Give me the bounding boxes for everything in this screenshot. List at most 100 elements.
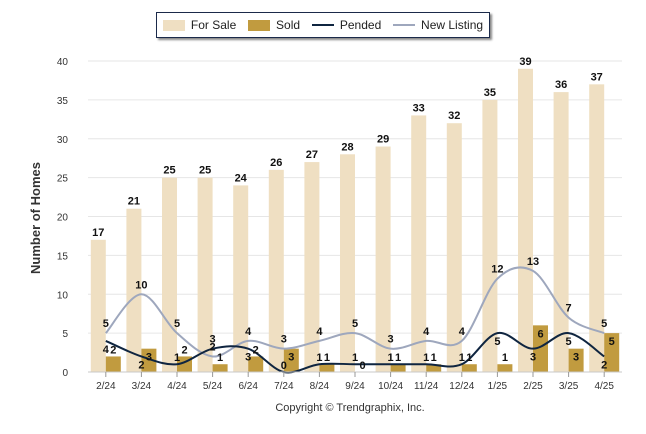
y-tick-label: 30 (57, 135, 69, 146)
y-tick-label: 40 (57, 57, 69, 68)
label-sold: 1 (395, 352, 401, 364)
bar-for-sale (304, 162, 320, 372)
bar-sold (105, 356, 121, 372)
bar-for-sale (268, 169, 284, 372)
label-sold: 3 (288, 352, 294, 364)
label-for-sale: 28 (341, 141, 353, 153)
label-new-listing: 13 (527, 256, 539, 268)
label-new-listing: 12 (491, 264, 503, 276)
bar-sold (568, 348, 584, 372)
x-tick-label: 8/24 (310, 381, 330, 392)
legend-label-pended: Pended (339, 18, 382, 32)
label-for-sale: 32 (448, 110, 460, 122)
bar-sold (533, 325, 548, 372)
label-pended: 2 (601, 359, 607, 371)
label-new-listing: 2 (210, 341, 216, 353)
label-pended: 1 (388, 352, 394, 364)
legend-label-for-sale: For Sale (190, 18, 237, 32)
label-pended: 3 (245, 352, 251, 364)
label-sold: 1 (217, 352, 223, 364)
label-new-listing: 4 (316, 326, 323, 338)
bar-sold (461, 364, 477, 372)
label-sold: 5 (609, 336, 615, 348)
legend-swatch-pended (311, 24, 334, 26)
label-for-sale: 25 (163, 165, 175, 177)
label-pended: 4 (103, 344, 110, 356)
x-tick-label: 10/24 (378, 381, 403, 392)
bar-for-sale (589, 84, 605, 372)
x-tick-label: 12/24 (449, 381, 474, 392)
legend-swatch-sold (248, 19, 271, 31)
label-sold: 0 (359, 360, 365, 372)
bars (90, 68, 620, 373)
x-axis: 2/24 3/24 4/24 5/24 6/24 7/24 8/24 9/24 10/24 11/… (88, 371, 622, 392)
label-pended: 1 (423, 352, 429, 364)
label-sold: 1 (466, 352, 472, 364)
label-for-sale: 36 (555, 79, 567, 91)
label-for-sale: 35 (484, 87, 496, 99)
label-pended: 0 (281, 360, 287, 372)
label-pended: 5 (566, 336, 572, 348)
label-pended: 1 (459, 352, 465, 364)
bar-sold (426, 364, 442, 372)
bar-sold (390, 364, 406, 372)
x-tick-label: 4/24 (167, 381, 187, 392)
bar-for-sale (162, 177, 177, 372)
x-tick-label: 5/24 (203, 381, 223, 392)
y-tick-label: 10 (57, 290, 69, 301)
label-for-sale: 26 (270, 157, 282, 169)
bar-for-sale (482, 99, 498, 372)
label-pended: 1 (352, 352, 358, 364)
label-sold: 1 (431, 352, 437, 364)
label-for-sale: 24 (235, 172, 248, 184)
line-new-listing (105, 266, 605, 358)
label-new-listing: 5 (103, 318, 109, 330)
label-for-sale: 17 (92, 227, 104, 239)
bar-for-sale (233, 185, 249, 372)
line-pended (105, 332, 605, 374)
y-axis: 0 5 10 15 20 25 30 35 40 (57, 57, 69, 379)
x-tick-label: 9/24 (345, 381, 365, 392)
x-tick-label: 2/25 (523, 381, 543, 392)
legend-label-new-listing: New Listing (421, 18, 484, 32)
bar-for-sale (411, 115, 427, 373)
bar-for-sale (553, 92, 569, 372)
y-tick-label: 20 (57, 213, 69, 224)
label-new-listing: 3 (281, 334, 287, 346)
label-for-sale: 37 (591, 71, 603, 83)
y-tick-label: 15 (57, 251, 69, 262)
y-tick-label: 5 (62, 329, 68, 340)
legend-item-new-listing: New Listing (393, 18, 483, 32)
x-tick-label: 4/25 (594, 381, 614, 392)
legend: For Sale Sold Pended New Listing (156, 12, 490, 38)
y-tick-label: 25 (57, 174, 69, 185)
label-new-listing: 10 (135, 279, 147, 291)
x-tick-label: 7/24 (274, 381, 294, 392)
x-tick-label: 2/24 (96, 381, 116, 392)
copyright-text: Copyright © Trendgraphix, Inc. (275, 402, 425, 414)
label-sold: 1 (324, 352, 330, 364)
label-sold: 1 (502, 352, 508, 364)
label-pended: 1 (174, 352, 180, 364)
label-for-sale: 33 (413, 102, 425, 114)
label-pended: 3 (530, 352, 536, 364)
bar-sold (212, 364, 228, 372)
label-pended: 3 (210, 334, 216, 346)
x-tick-label: 11/24 (414, 381, 439, 392)
bar-sold (283, 348, 299, 372)
label-new-listing: 3 (388, 334, 394, 346)
label-pended: 5 (494, 336, 500, 348)
label-pended: 2 (138, 359, 144, 371)
label-new-listing: 5 (352, 318, 358, 330)
bar-for-sale (375, 146, 391, 372)
bar-sold (319, 364, 335, 372)
label-new-listing: 4 (459, 326, 466, 338)
label-sold: 2 (181, 344, 187, 356)
label-new-listing: 4 (245, 326, 252, 338)
label-sold: 2 (110, 344, 116, 356)
legend-item-for-sale: For Sale (162, 18, 237, 32)
y-axis-label: Number of Homes (28, 162, 43, 274)
legend-item-sold: Sold (248, 18, 300, 32)
